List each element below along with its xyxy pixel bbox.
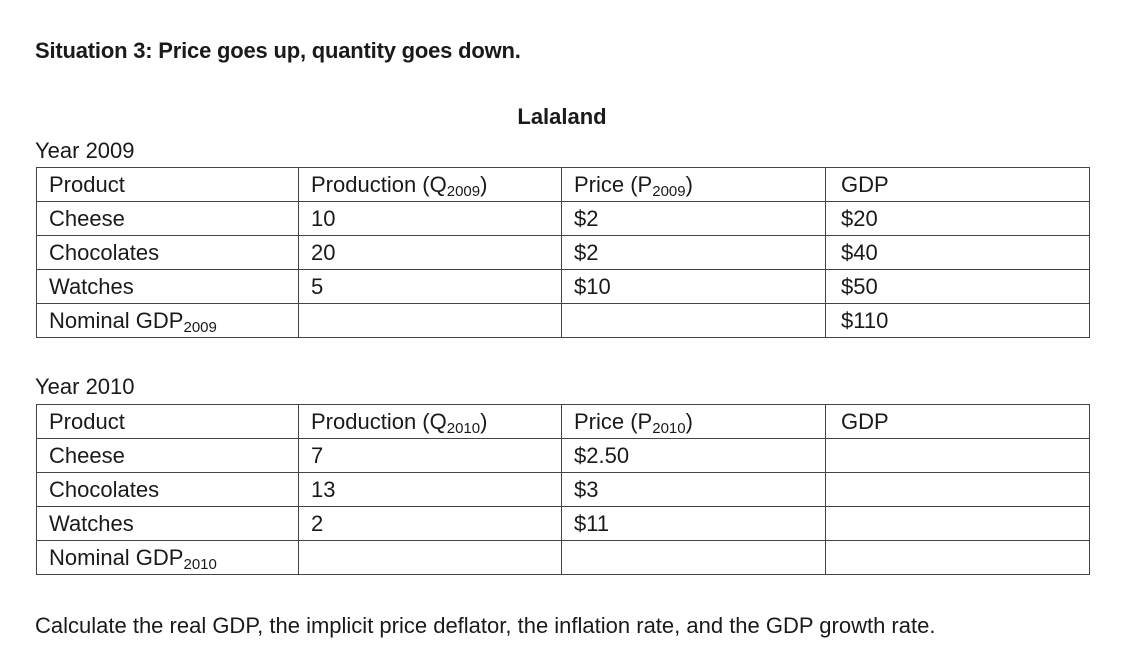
header-gdp: GDP: [825, 404, 1090, 439]
table-row: Watches 2 $11: [36, 506, 1090, 541]
product-cell: Chocolates: [36, 235, 299, 270]
quantity-cell: 20: [298, 235, 562, 270]
empty-cell: [298, 303, 562, 338]
header-price-subscript: 2009: [652, 182, 686, 200]
page-title: Situation 3: Price goes up, quantity goe…: [35, 38, 521, 63]
price-cell: $2.50: [561, 438, 826, 473]
nominal-gdp-value: [825, 540, 1090, 575]
price-cell: $10: [561, 269, 826, 304]
nominal-gdp-subscript: 2010: [183, 555, 217, 573]
quantity-cell: 10: [298, 201, 562, 236]
question-text: Calculate the real GDP, the implicit pri…: [35, 613, 936, 638]
table-row: Watches 5 $10 $50: [36, 269, 1090, 304]
product-cell: Watches: [36, 506, 299, 541]
gdp-table-2009: Product Production (Q2009) Price (P2009)…: [36, 167, 1090, 338]
nominal-gdp-label: Nominal GDP2010: [36, 540, 299, 575]
empty-cell: [298, 540, 562, 575]
empty-cell: [561, 303, 826, 338]
total-row: Nominal GDP2010: [36, 540, 1090, 575]
price-cell: $2: [561, 235, 826, 270]
header-price: Price (P2009): [561, 167, 826, 202]
gdp-cell: [825, 438, 1090, 473]
header-price-text: Price (P: [574, 171, 653, 197]
header-price: Price (P2010): [561, 404, 826, 439]
product-cell: Watches: [36, 269, 299, 304]
header-product: Product: [36, 404, 299, 439]
price-cell: $2: [561, 201, 826, 236]
header-price-close: ): [685, 171, 693, 197]
table-header-row: Product Production (Q2010) Price (P2010)…: [36, 404, 1090, 439]
gdp-cell: [825, 506, 1090, 541]
quantity-cell: 7: [298, 438, 562, 473]
table-row: Cheese 7 $2.50: [36, 438, 1090, 473]
header-production-text: Production (Q: [311, 408, 447, 434]
product-cell: Cheese: [36, 438, 299, 473]
product-cell: Cheese: [36, 201, 299, 236]
empty-cell: [561, 540, 826, 575]
header-production-text: Production (Q: [311, 171, 447, 197]
quantity-cell: 2: [298, 506, 562, 541]
gdp-cell: [825, 472, 1090, 507]
gdp-cell: $40: [825, 235, 1090, 270]
header-gdp: GDP: [825, 167, 1090, 202]
header-price-subscript: 2010: [652, 419, 686, 437]
year-2010-label: Year 2010: [35, 374, 135, 399]
header-product: Product: [36, 167, 299, 202]
header-price-close: ): [685, 408, 693, 434]
gdp-cell: $50: [825, 269, 1090, 304]
year-2009-label: Year 2009: [35, 138, 135, 163]
price-cell: $11: [561, 506, 826, 541]
quantity-cell: 5: [298, 269, 562, 304]
header-production-subscript: 2010: [446, 419, 481, 437]
header-production: Production (Q2009): [298, 167, 562, 202]
nominal-gdp-text: Nominal GDP: [49, 544, 184, 570]
total-row: Nominal GDP2009 $110: [36, 303, 1090, 338]
product-cell: Chocolates: [36, 472, 299, 507]
header-production-subscript: 2009: [446, 182, 481, 200]
nominal-gdp-subscript: 2009: [183, 318, 217, 336]
nominal-gdp-label: Nominal GDP2009: [36, 303, 299, 338]
nominal-gdp-value: $110: [825, 303, 1090, 338]
header-price-text: Price (P: [574, 408, 653, 434]
gdp-table-2010: Product Production (Q2010) Price (P2010)…: [36, 404, 1090, 575]
nominal-gdp-text: Nominal GDP: [49, 307, 184, 333]
table-row: Chocolates 13 $3: [36, 472, 1090, 507]
quantity-cell: 13: [298, 472, 562, 507]
header-production-close: ): [480, 408, 488, 434]
country-title: Lalaland: [517, 104, 607, 129]
header-production: Production (Q2010): [298, 404, 562, 439]
table-row: Chocolates 20 $2 $40: [36, 235, 1090, 270]
table-header-row: Product Production (Q2009) Price (P2009)…: [36, 167, 1090, 202]
gdp-cell: $20: [825, 201, 1090, 236]
header-production-close: ): [480, 171, 488, 197]
table-row: Cheese 10 $2 $20: [36, 201, 1090, 236]
price-cell: $3: [561, 472, 826, 507]
